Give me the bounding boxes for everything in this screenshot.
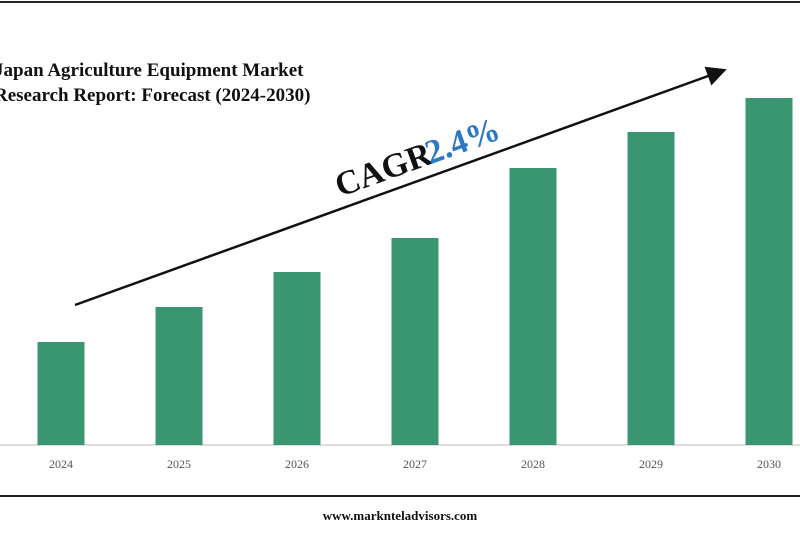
bar xyxy=(509,168,557,445)
x-tick-label: 2028 xyxy=(521,457,545,471)
x-tick-label: 2029 xyxy=(639,457,663,471)
x-tick-label: 2026 xyxy=(285,457,309,471)
x-tick-label: 2024 xyxy=(49,457,73,471)
x-tick-label: 2025 xyxy=(167,457,191,471)
x-tick-label: 2027 xyxy=(403,457,427,471)
bar xyxy=(745,98,793,445)
bar xyxy=(391,238,439,445)
bar xyxy=(273,272,321,445)
chart-title: Japan Agriculture Equipment Market xyxy=(0,60,304,81)
x-tick-label: 2030 xyxy=(757,457,781,471)
chart-title: Research Report: Forecast (2024-2030) xyxy=(0,85,310,106)
cagr-value: 2.4% xyxy=(420,111,505,172)
bar xyxy=(37,342,85,445)
bar xyxy=(155,307,203,445)
bar xyxy=(627,132,675,445)
trend-arrow xyxy=(74,66,727,307)
footer: www.marknteladvisors.com xyxy=(323,508,478,523)
